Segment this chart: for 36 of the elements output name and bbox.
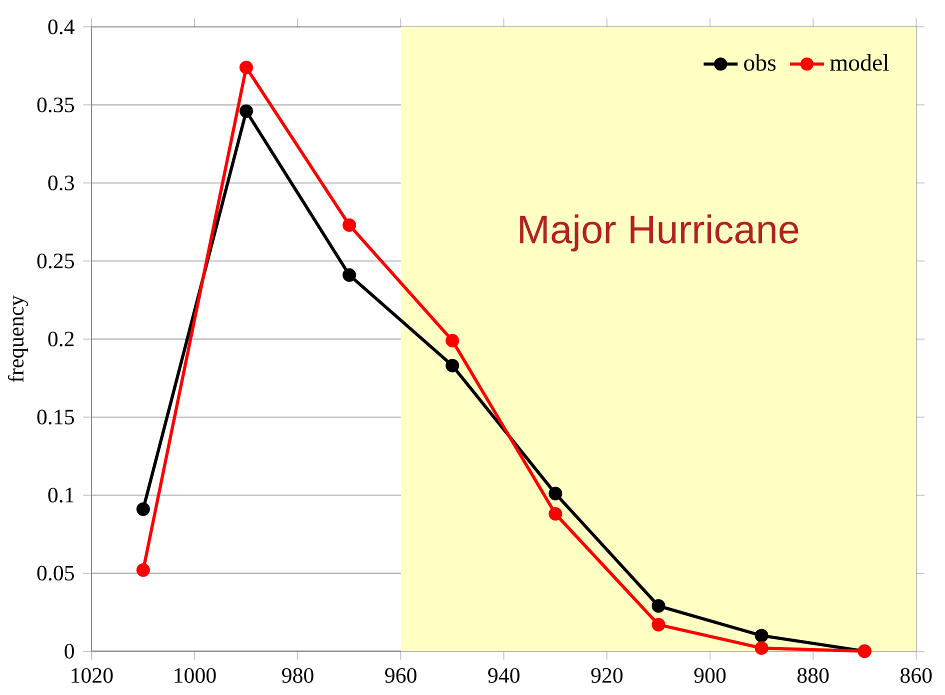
x-tick-label: 1020 bbox=[72, 668, 113, 683]
y-tick-label: 0.1 bbox=[48, 488, 74, 503]
y-tick-label: 0 bbox=[64, 644, 74, 659]
point bbox=[342, 268, 356, 282]
point bbox=[239, 60, 254, 74]
point bbox=[446, 358, 460, 372]
point bbox=[548, 507, 562, 521]
y-tick-label: 0.35 bbox=[37, 98, 74, 112]
x-tick-label: 880 bbox=[797, 668, 829, 683]
point bbox=[548, 486, 562, 500]
x-tick-label: 980 bbox=[282, 668, 314, 683]
y-tick-label: 0.2 bbox=[48, 332, 74, 346]
x-tick-label: 860 bbox=[900, 668, 932, 683]
point bbox=[754, 641, 768, 655]
point bbox=[136, 502, 150, 516]
y-tick-label: 0.15 bbox=[37, 410, 74, 425]
y-tick-label: 0.3 bbox=[48, 176, 74, 190]
y-tick-label: 0.4 bbox=[48, 19, 74, 34]
x-tick-label: 900 bbox=[694, 668, 726, 683]
x-tick-label: 1000 bbox=[174, 668, 216, 683]
legend-label: model bbox=[830, 54, 889, 71]
x-tick-label: 960 bbox=[385, 668, 416, 683]
point bbox=[342, 218, 356, 232]
y-tick-label: 0.05 bbox=[37, 566, 74, 581]
point bbox=[652, 599, 666, 613]
point bbox=[446, 334, 460, 348]
y-axis-title: frequency bbox=[8, 295, 28, 382]
y-tick-label: 0.25 bbox=[37, 254, 74, 268]
point bbox=[136, 563, 150, 577]
point bbox=[754, 628, 768, 642]
legend-label: obs bbox=[744, 54, 776, 71]
point bbox=[652, 618, 666, 632]
x-tick-label: 920 bbox=[591, 668, 623, 683]
band-label: Major Hurricane bbox=[520, 214, 798, 252]
point bbox=[239, 104, 254, 118]
x-tick-label: 940 bbox=[488, 668, 520, 683]
